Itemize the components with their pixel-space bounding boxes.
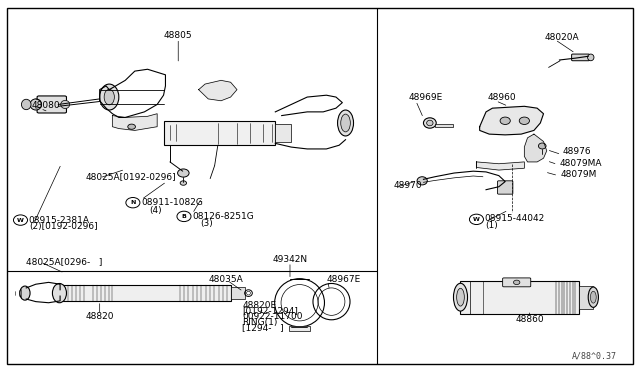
Ellipse shape — [424, 118, 436, 128]
Text: 48025A[0192-0296]: 48025A[0192-0296] — [86, 172, 176, 181]
Text: (3): (3) — [200, 219, 213, 228]
FancyBboxPatch shape — [289, 326, 310, 331]
Ellipse shape — [13, 215, 28, 225]
Ellipse shape — [100, 84, 119, 110]
Ellipse shape — [469, 214, 483, 225]
Text: 48970: 48970 — [394, 181, 422, 190]
Ellipse shape — [30, 99, 42, 110]
FancyBboxPatch shape — [61, 285, 230, 301]
Text: [1294-   ]: [1294- ] — [242, 323, 284, 332]
Text: 08915-2381A: 08915-2381A — [29, 216, 90, 225]
FancyBboxPatch shape — [579, 286, 593, 309]
Polygon shape — [198, 80, 237, 101]
Ellipse shape — [340, 114, 350, 132]
Ellipse shape — [104, 89, 115, 105]
Text: RING(1): RING(1) — [242, 318, 278, 327]
Text: 48976: 48976 — [563, 147, 591, 156]
FancyBboxPatch shape — [164, 121, 275, 145]
Polygon shape — [100, 69, 166, 118]
Text: 48079MA: 48079MA — [559, 158, 602, 167]
Ellipse shape — [180, 181, 186, 185]
FancyBboxPatch shape — [37, 96, 67, 113]
Text: [0192-1294]: [0192-1294] — [242, 307, 298, 315]
Text: 48967E: 48967E — [326, 275, 360, 284]
Text: 48080: 48080 — [31, 102, 60, 110]
Polygon shape — [476, 162, 524, 170]
Ellipse shape — [177, 169, 189, 177]
Ellipse shape — [20, 286, 30, 300]
Text: 08915-44042: 08915-44042 — [484, 214, 545, 223]
FancyBboxPatch shape — [502, 278, 531, 287]
Text: 48020A: 48020A — [545, 33, 579, 42]
Text: 48969E: 48969E — [408, 93, 442, 102]
Polygon shape — [479, 106, 543, 135]
Text: N: N — [130, 200, 136, 205]
Ellipse shape — [61, 100, 70, 109]
Text: (2)[0192-0296]: (2)[0192-0296] — [29, 222, 97, 231]
Text: 48079M: 48079M — [560, 170, 596, 179]
Ellipse shape — [417, 177, 428, 185]
FancyBboxPatch shape — [275, 125, 291, 142]
FancyBboxPatch shape — [572, 54, 589, 61]
Text: 48025A[0296-   ]: 48025A[0296- ] — [26, 257, 102, 266]
Text: W: W — [473, 217, 480, 222]
Text: 48805: 48805 — [164, 31, 193, 41]
Ellipse shape — [513, 280, 520, 285]
Ellipse shape — [454, 283, 467, 311]
Ellipse shape — [177, 211, 191, 222]
Ellipse shape — [126, 198, 140, 208]
Ellipse shape — [538, 143, 546, 149]
Polygon shape — [113, 114, 157, 131]
Text: 48860: 48860 — [515, 315, 544, 324]
Ellipse shape — [591, 291, 596, 303]
Ellipse shape — [519, 117, 529, 125]
Ellipse shape — [128, 124, 136, 129]
FancyBboxPatch shape — [230, 287, 244, 299]
Ellipse shape — [500, 117, 510, 125]
Text: 00922-11700: 00922-11700 — [242, 312, 303, 321]
Text: 08911-1082G: 08911-1082G — [141, 198, 203, 207]
Ellipse shape — [427, 120, 433, 126]
Ellipse shape — [52, 283, 67, 303]
Text: 48035A: 48035A — [208, 275, 243, 284]
FancyBboxPatch shape — [497, 181, 513, 194]
Text: B: B — [182, 214, 186, 219]
Text: A/88^0.37: A/88^0.37 — [572, 351, 617, 360]
Ellipse shape — [22, 99, 31, 110]
Polygon shape — [524, 134, 547, 162]
Ellipse shape — [588, 287, 598, 307]
Ellipse shape — [588, 54, 594, 61]
Ellipse shape — [457, 288, 465, 306]
Text: 48960: 48960 — [488, 93, 516, 102]
Text: 48820E: 48820E — [242, 301, 276, 310]
FancyBboxPatch shape — [435, 124, 453, 128]
Text: 48820: 48820 — [85, 312, 114, 321]
Ellipse shape — [337, 110, 353, 136]
FancyBboxPatch shape — [461, 280, 579, 314]
Text: W: W — [17, 218, 24, 222]
Text: (1): (1) — [484, 221, 497, 230]
Text: 49342N: 49342N — [273, 255, 308, 264]
Text: (4): (4) — [150, 206, 162, 215]
Text: 08126-8251G: 08126-8251G — [192, 212, 254, 221]
